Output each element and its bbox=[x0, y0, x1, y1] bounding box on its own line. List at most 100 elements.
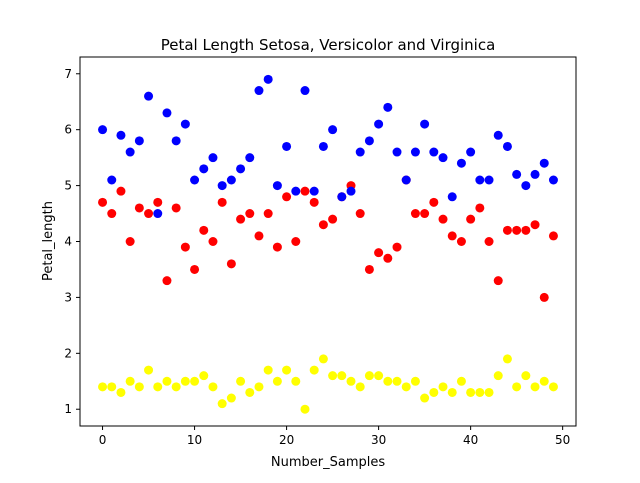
series-2 bbox=[98, 175, 558, 302]
data-point bbox=[282, 192, 292, 202]
data-point bbox=[291, 376, 301, 386]
data-point bbox=[98, 197, 108, 207]
data-point bbox=[447, 192, 457, 202]
data-point bbox=[521, 371, 531, 381]
data-point bbox=[272, 242, 282, 252]
data-point bbox=[512, 225, 522, 235]
x-tick-label: 20 bbox=[279, 433, 294, 447]
data-point bbox=[456, 158, 466, 168]
data-point bbox=[374, 248, 384, 258]
data-point bbox=[355, 147, 365, 157]
y-tick-label: 6 bbox=[64, 123, 72, 137]
data-point bbox=[466, 387, 476, 397]
data-point bbox=[125, 147, 135, 157]
data-point bbox=[254, 231, 264, 241]
data-point bbox=[107, 382, 117, 392]
data-point bbox=[254, 86, 264, 96]
data-points bbox=[98, 74, 558, 414]
data-point bbox=[144, 209, 154, 219]
data-point bbox=[282, 365, 292, 375]
data-point bbox=[466, 147, 476, 157]
data-point bbox=[383, 102, 393, 112]
data-point bbox=[383, 253, 393, 263]
data-point bbox=[318, 141, 328, 151]
data-point bbox=[530, 220, 540, 230]
data-point bbox=[383, 376, 393, 386]
data-point bbox=[512, 382, 522, 392]
data-point bbox=[364, 136, 374, 146]
y-tick-label: 1 bbox=[64, 402, 72, 416]
data-point bbox=[245, 209, 255, 219]
data-point bbox=[502, 141, 512, 151]
data-point bbox=[548, 175, 558, 185]
data-point bbox=[199, 371, 209, 381]
data-point bbox=[300, 86, 310, 96]
data-point bbox=[475, 203, 485, 213]
data-point bbox=[208, 153, 218, 163]
data-point bbox=[153, 197, 163, 207]
data-point bbox=[245, 153, 255, 163]
data-point bbox=[190, 175, 200, 185]
data-point bbox=[401, 175, 411, 185]
data-point bbox=[180, 242, 190, 252]
data-point bbox=[328, 125, 338, 135]
data-point bbox=[337, 371, 347, 381]
data-point bbox=[539, 158, 549, 168]
series-3 bbox=[98, 74, 558, 219]
y-tick-label: 4 bbox=[64, 235, 72, 249]
data-point bbox=[530, 382, 540, 392]
data-point bbox=[171, 382, 181, 392]
data-point bbox=[429, 387, 439, 397]
data-point bbox=[512, 169, 522, 179]
data-point bbox=[493, 371, 503, 381]
data-point bbox=[548, 231, 558, 241]
data-point bbox=[392, 376, 402, 386]
data-point bbox=[374, 119, 384, 129]
y-axis-label: Petal_length bbox=[41, 201, 56, 281]
data-point bbox=[162, 276, 172, 286]
series-1 bbox=[98, 354, 558, 414]
data-point bbox=[493, 130, 503, 140]
data-point bbox=[364, 371, 374, 381]
data-point bbox=[410, 376, 420, 386]
data-point bbox=[392, 147, 402, 157]
data-point bbox=[521, 225, 531, 235]
data-point bbox=[521, 181, 531, 191]
data-point bbox=[475, 387, 485, 397]
data-point bbox=[263, 74, 273, 84]
data-point bbox=[217, 399, 227, 409]
data-point bbox=[502, 225, 512, 235]
data-point bbox=[300, 404, 310, 414]
data-point bbox=[346, 376, 356, 386]
data-point bbox=[456, 376, 466, 386]
data-point bbox=[328, 214, 338, 224]
y-tick-label: 2 bbox=[64, 346, 72, 360]
data-point bbox=[98, 125, 108, 135]
data-point bbox=[420, 119, 430, 129]
data-point bbox=[199, 225, 209, 235]
data-point bbox=[410, 147, 420, 157]
data-point bbox=[300, 186, 310, 196]
y-tick-label: 7 bbox=[64, 67, 72, 81]
data-point bbox=[107, 175, 117, 185]
data-point bbox=[263, 209, 273, 219]
data-point bbox=[116, 130, 126, 140]
data-point bbox=[429, 197, 439, 207]
data-point bbox=[180, 119, 190, 129]
data-point bbox=[355, 382, 365, 392]
data-point bbox=[144, 365, 154, 375]
data-point bbox=[134, 203, 144, 213]
data-point bbox=[318, 354, 328, 364]
y-tick-label: 3 bbox=[64, 290, 72, 304]
data-point bbox=[456, 237, 466, 246]
data-point bbox=[539, 376, 549, 386]
x-axis-label: Number_Samples bbox=[271, 455, 385, 470]
y-tick-label: 5 bbox=[64, 179, 72, 193]
data-point bbox=[401, 382, 411, 392]
data-point bbox=[438, 153, 448, 163]
data-point bbox=[447, 387, 457, 397]
data-point bbox=[116, 186, 126, 196]
x-tick-label: 50 bbox=[555, 433, 570, 447]
data-point bbox=[226, 175, 236, 185]
